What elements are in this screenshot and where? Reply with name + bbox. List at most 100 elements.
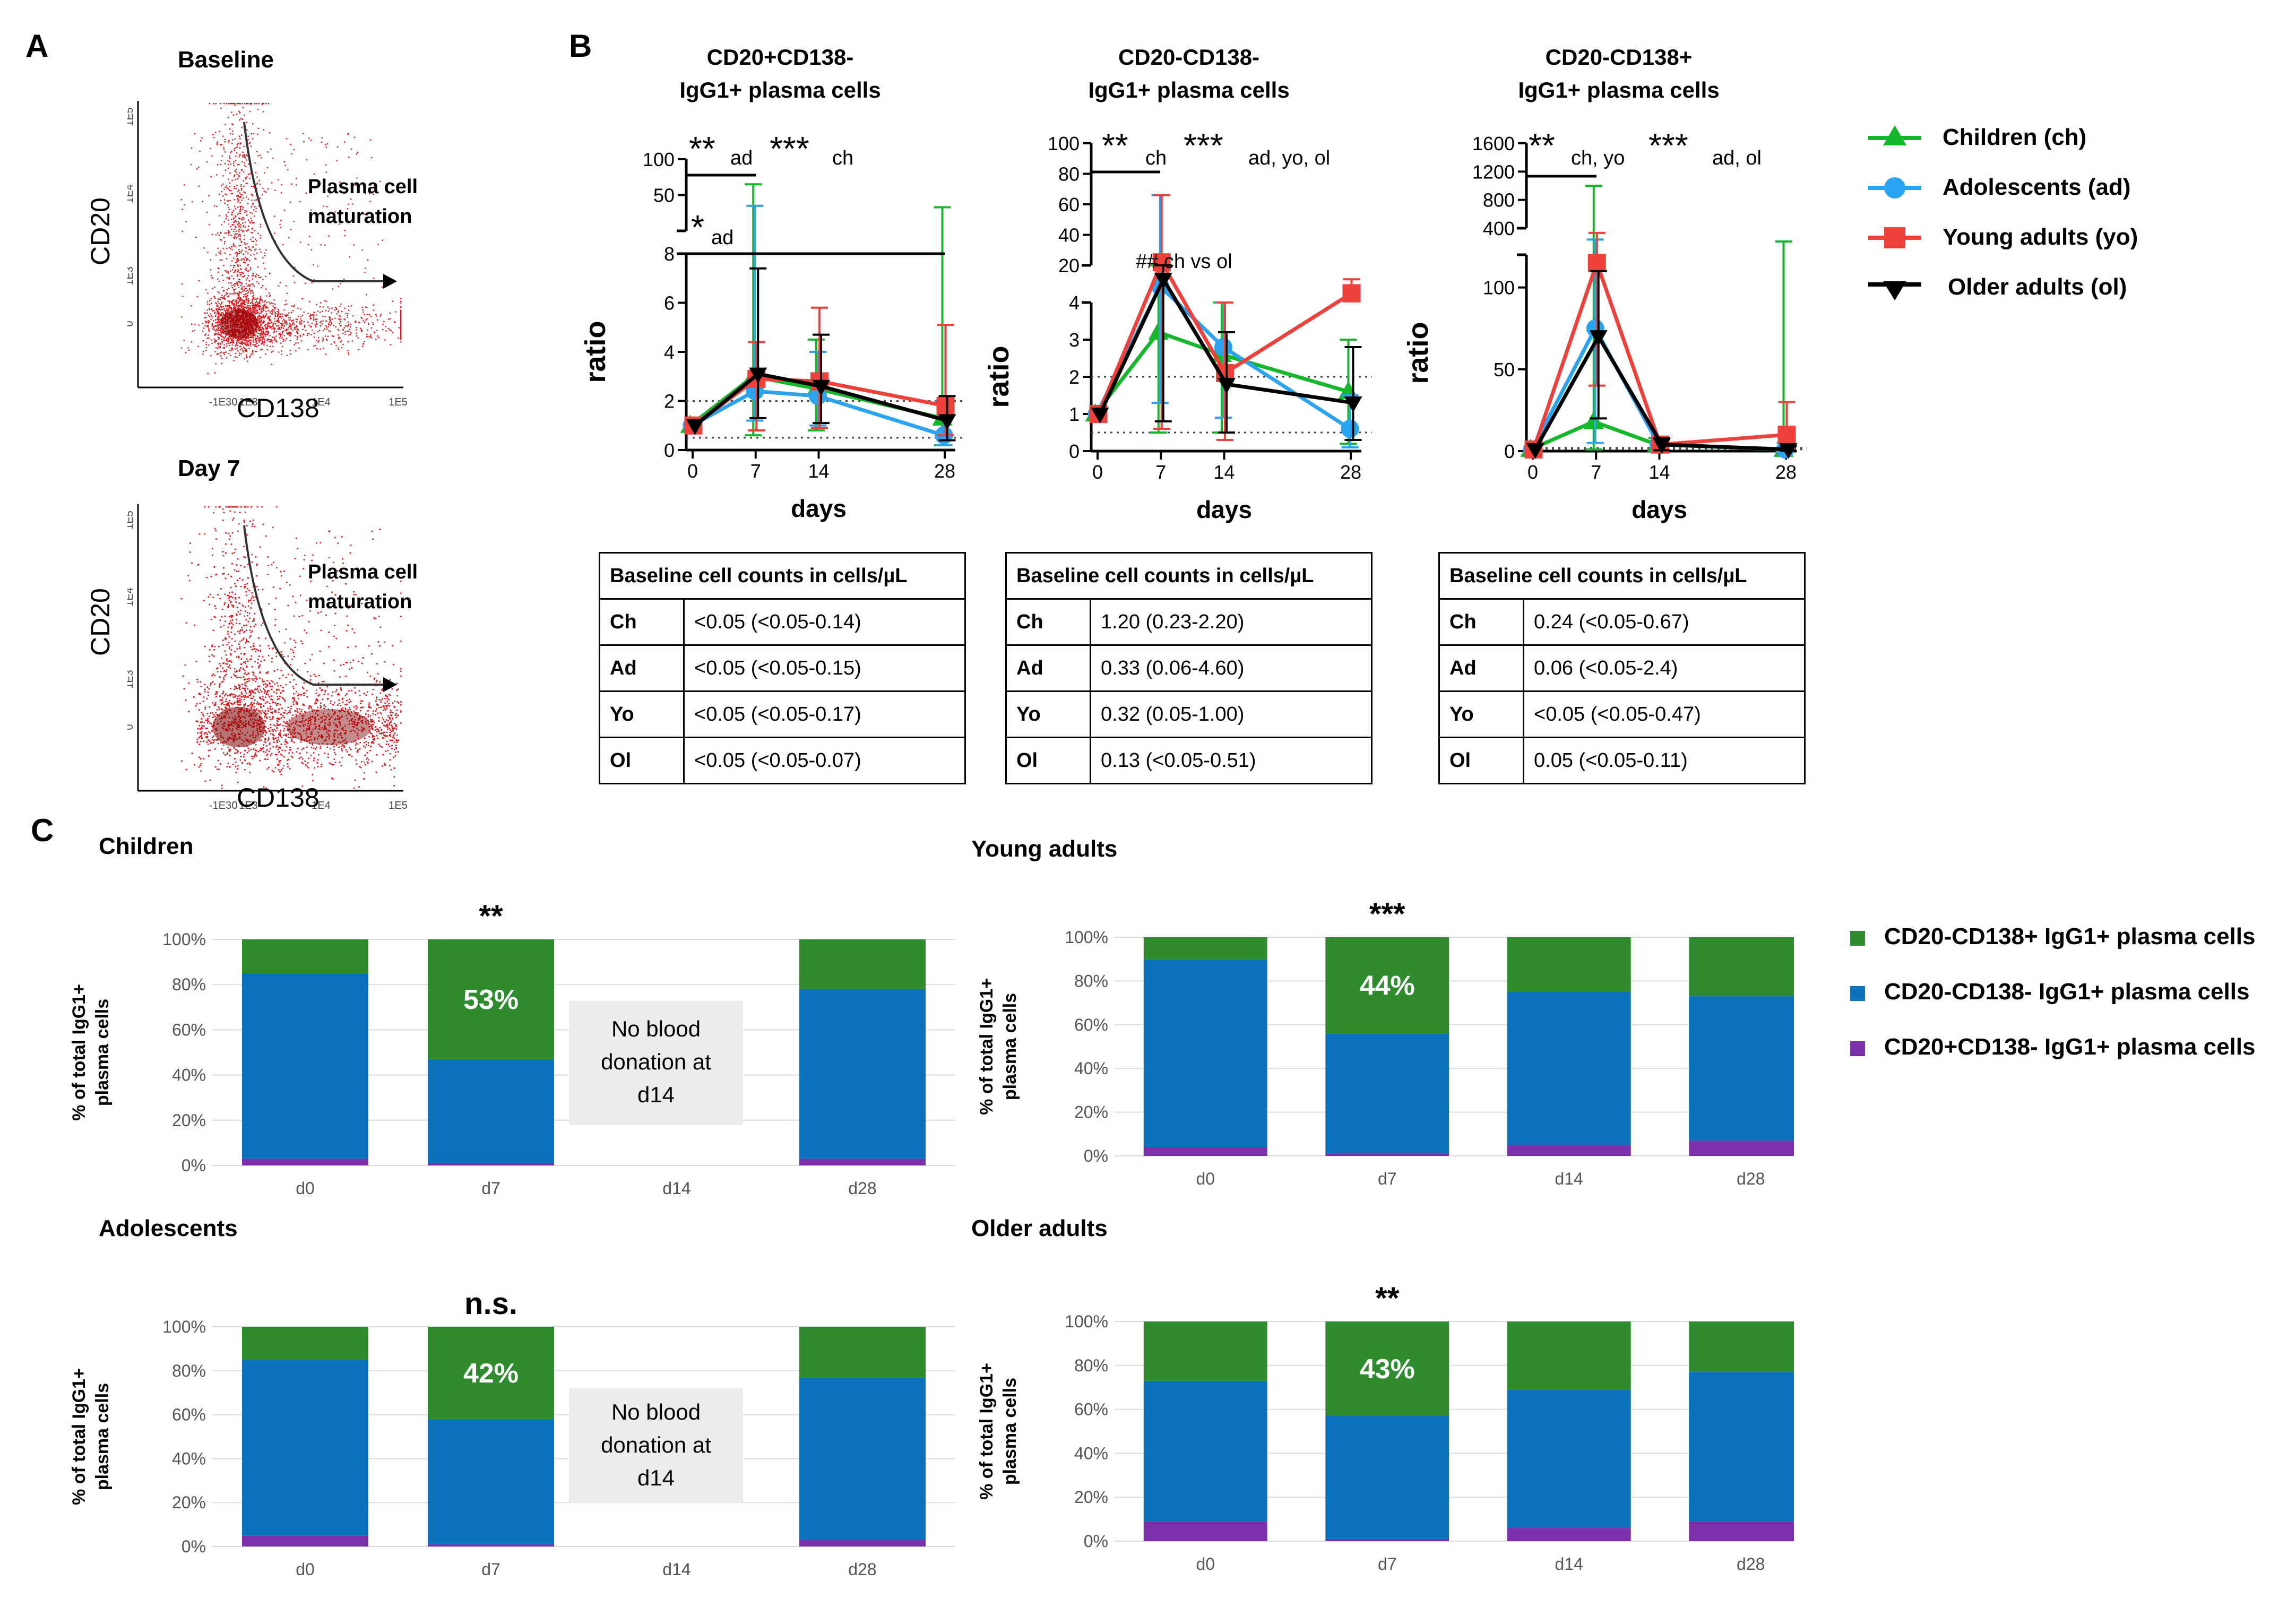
bar-segment [1143, 1321, 1267, 1381]
y-tick-label: 0 [664, 439, 675, 461]
x-tick-label: d0 [1196, 1554, 1215, 1574]
y-tick-label: 80% [172, 975, 206, 994]
flow-plot-day7: -1E301E31E41E51E51E41E30 [127, 504, 408, 811]
stacked-bar-children: % of total IgG1+ plasma cells 0% 20% 40% 60% 8… [69, 899, 955, 1198]
square-icon [1850, 931, 1865, 946]
x-axis-label: days [1632, 496, 1687, 523]
bar-segment [799, 1540, 926, 1546]
x-tick-label: 28 [1775, 461, 1797, 483]
x-tick-label: 14 [1648, 461, 1670, 483]
y-axis-label-line-2: plasma cells [1000, 993, 1020, 1100]
significance-group: ch, yo [1571, 147, 1625, 169]
y-tick-label: 0 [1069, 440, 1080, 462]
table-header: Baseline cell counts in cells/µL [599, 552, 966, 600]
table-row: Yo 0.32 (0.05-1.00) [1005, 690, 1373, 738]
x-tick-label: 0 [1092, 461, 1103, 483]
group-title-older-adults: Older adults [971, 1215, 1108, 1241]
x-tick-label: d28 [1737, 1554, 1765, 1574]
y-tick-label: 1200 [1472, 161, 1515, 183]
y-tick-label: 60 [1058, 194, 1080, 215]
y-tick-label: 0 [1504, 440, 1515, 462]
no-blood-donation-box-children: No blood donation at d14 [569, 1001, 743, 1125]
data-point [1148, 322, 1169, 340]
square-icon [1868, 227, 1921, 248]
x-tick-label: -1E3 [209, 800, 231, 811]
y-tick-label: 4 [664, 341, 675, 363]
bar-segment [1325, 1539, 1449, 1541]
bar-segment [1507, 1321, 1631, 1390]
y-tick-label: 1E4 [127, 587, 135, 607]
maturation-arrow [243, 122, 387, 282]
y-tick-label: 100% [1065, 1312, 1108, 1331]
x-tick-label: 0 [231, 800, 237, 811]
row-value: 0.24 (<0.05-0.67) [1523, 598, 1806, 646]
table-row: Ad <0.05 (<0.05-0.15) [599, 644, 966, 692]
data-point [938, 414, 956, 430]
ratio-chart-cd20neg-cd138pos: CD20-CD138+ IgG1+ plasma cells ratio 0 50 100… [1402, 45, 1807, 523]
row-value: <0.05 (<0.05-0.14) [683, 598, 966, 646]
x-tick-label: 0 [687, 460, 698, 482]
bar-segment [1143, 959, 1267, 1147]
bar-segment [1143, 937, 1267, 960]
y-tick-label: 60% [172, 1020, 206, 1039]
circle-icon [1868, 177, 1921, 198]
y-tick-label: 20% [172, 1111, 206, 1130]
density-core [212, 707, 265, 747]
baseline-count-table-3: Baseline cell counts in cells/µL Ch 0.24 … [1438, 552, 1806, 784]
significance-group: ad, yo, ol [1248, 147, 1330, 169]
y-tick-label: 1E5 [127, 107, 135, 126]
row-key: Ch [1438, 598, 1524, 646]
x-tick-label: 0 [231, 396, 237, 408]
series-line [1097, 258, 1353, 415]
table-header: Baseline cell counts in cells/µL [1438, 552, 1806, 600]
significance-stars: ** [689, 129, 715, 168]
bar-segment [428, 1163, 554, 1165]
bar-segment [242, 1327, 368, 1360]
data-point [1152, 253, 1171, 272]
baseline-count-table-2: Baseline cell counts in cells/µL Ch 1.20 … [1005, 552, 1373, 784]
significance-marker: ** [479, 899, 503, 934]
x-tick-label: d7 [481, 1560, 500, 1579]
x-tick-label: d0 [1196, 1169, 1215, 1188]
y-tick-label: 2 [1069, 366, 1080, 388]
stacked-bar-young-adults: % of total IgG1+ plasma cells 0% 20% 40% 60% 8… [977, 897, 1794, 1188]
chart-title-line-2: IgG1+ plasma cells [679, 77, 881, 102]
x-tick-label: 28 [1340, 461, 1361, 483]
bar-segment [1689, 1321, 1794, 1372]
y-tick-label: 0 [127, 724, 135, 730]
bar-segment [1325, 1033, 1449, 1154]
maturation-arrow [243, 525, 387, 686]
table-row: Ad 0.06 (<0.05-2.4) [1438, 644, 1806, 692]
x-tick-label: d7 [1378, 1169, 1397, 1188]
flow-plot-baseline: -1E301E31E41E51E51E41E30 [127, 101, 408, 408]
annotation-line-2: maturation [308, 205, 412, 228]
bar-segment [1689, 1521, 1794, 1541]
comparison-label: ## ch vs ol [1136, 250, 1232, 273]
y-tick-label: 800 [1483, 189, 1515, 211]
density-core [220, 309, 258, 339]
flow-baseline-xlabel: CD138 [237, 393, 320, 423]
bar-segment [1325, 1321, 1449, 1416]
bar-segment [1325, 1416, 1449, 1539]
significance-stars: *** [770, 129, 809, 168]
y-tick-label: 20% [1074, 1488, 1108, 1507]
y-axis-label-line-2: plasma cells [92, 999, 113, 1106]
row-key: Yo [1438, 690, 1524, 738]
y-tick-label: 1 [1069, 403, 1080, 425]
x-tick-label: 1E3 [239, 396, 258, 408]
bar-segment [242, 1535, 368, 1546]
triangle-up-icon [1868, 125, 1921, 145]
y-tick-label: 60% [1074, 1400, 1108, 1419]
series-line [1093, 330, 1349, 416]
table-row: Yo <0.05 (<0.05-0.17) [599, 690, 966, 738]
data-point [1526, 443, 1544, 459]
row-value: 0.05 (<0.05-0.11) [1523, 737, 1806, 784]
flow-baseline-annotation: Plasma cell maturation [308, 172, 418, 231]
x-axis-label: days [1196, 496, 1252, 523]
significance-stars: *** [1648, 126, 1688, 165]
bar-value-label: 43% [1360, 1354, 1415, 1385]
bar-segment [799, 1327, 926, 1378]
y-tick-label: 2 [664, 391, 675, 412]
y-tick-label: 1E5 [127, 511, 135, 530]
no-blood-donation-box-adolescents: No blood donation at d14 [569, 1388, 743, 1503]
